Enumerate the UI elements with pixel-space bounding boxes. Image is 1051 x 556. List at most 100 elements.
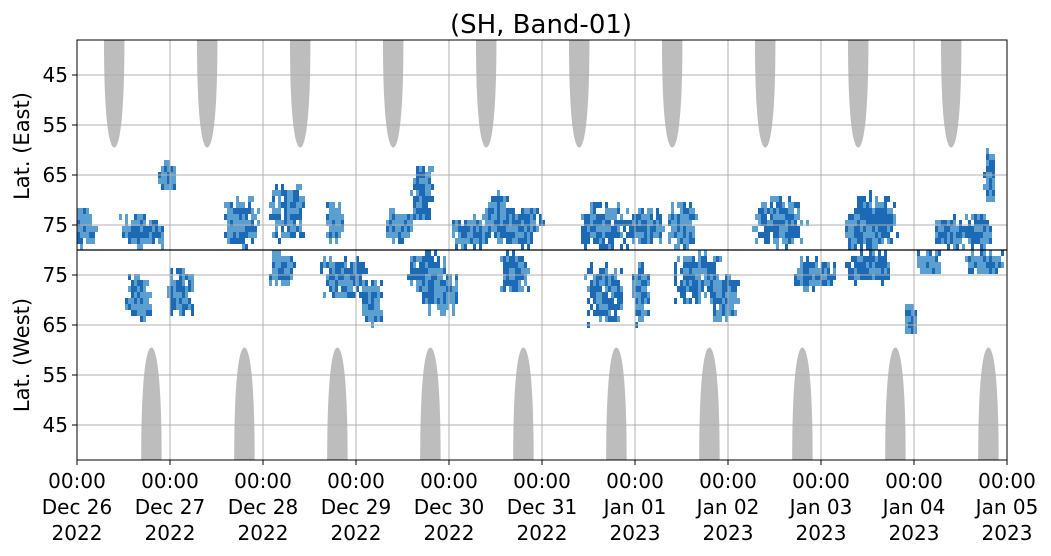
detection-cell	[713, 310, 716, 316]
detection-cell	[170, 310, 173, 316]
detection-cell	[245, 220, 248, 226]
detection-cell	[281, 274, 284, 280]
detection-cell	[506, 256, 509, 262]
detection-cell	[131, 220, 134, 226]
detection-cell	[356, 262, 359, 268]
detection-cell	[341, 220, 344, 226]
detection-cell	[509, 274, 512, 280]
detection-cell	[614, 280, 617, 286]
detection-cell	[152, 238, 155, 244]
detection-cell	[284, 256, 287, 262]
detection-cell	[416, 256, 419, 262]
detection-cell	[392, 208, 395, 214]
detection-cell	[86, 238, 89, 244]
detection-cell	[455, 244, 458, 250]
detection-cell	[335, 262, 338, 268]
detection-cell	[299, 202, 302, 208]
detection-cell	[494, 196, 497, 202]
detection-cell	[248, 196, 251, 202]
detection-cell	[674, 298, 677, 304]
detection-cell	[635, 226, 638, 232]
detection-cell	[488, 208, 491, 214]
detection-cell	[359, 268, 362, 274]
detection-cell	[332, 292, 335, 298]
detection-cell	[425, 268, 428, 274]
detection-cell	[659, 226, 662, 232]
detection-cell	[275, 256, 278, 262]
detection-cell	[176, 304, 179, 310]
detection-cell	[521, 226, 524, 232]
detection-cell	[287, 196, 290, 202]
detection-cell	[86, 232, 89, 238]
detection-cell	[605, 268, 608, 274]
detection-cell	[488, 220, 491, 226]
detection-cell	[299, 184, 302, 190]
detection-cell	[347, 286, 350, 292]
detection-cell	[191, 274, 194, 280]
detection-cell	[506, 226, 509, 232]
detection-cell	[278, 256, 281, 262]
detection-cell	[146, 232, 149, 238]
detection-cell	[302, 196, 305, 202]
detection-cell	[503, 214, 506, 220]
detection-cell	[434, 262, 437, 268]
detection-cell	[431, 196, 434, 202]
detection-cell	[734, 280, 737, 286]
detection-cell	[719, 316, 722, 322]
detection-cell	[92, 232, 95, 238]
detection-cell	[596, 214, 599, 220]
detection-cell	[170, 274, 173, 280]
detection-cell	[452, 298, 455, 304]
detection-cell	[590, 220, 593, 226]
detection-cell	[647, 238, 650, 244]
detection-cell	[344, 256, 347, 262]
detection-cell	[395, 220, 398, 226]
detection-cell	[335, 208, 338, 214]
detection-cell	[464, 226, 467, 232]
detection-cell	[284, 202, 287, 208]
detection-cell	[503, 196, 506, 202]
detection-cell	[425, 196, 428, 202]
detection-cell	[587, 226, 590, 232]
detection-cell	[641, 226, 644, 232]
detection-cell	[455, 286, 458, 292]
detection-cell	[686, 256, 689, 262]
detection-cell	[428, 178, 431, 184]
detection-cell	[326, 214, 329, 220]
detection-cell	[224, 214, 227, 220]
detection-cell	[698, 262, 701, 268]
detection-cell	[374, 316, 377, 322]
detection-cell	[422, 190, 425, 196]
detection-cell	[365, 316, 368, 322]
detection-cell	[641, 304, 644, 310]
detection-cell	[689, 298, 692, 304]
detection-cell	[161, 238, 164, 244]
detection-cell	[644, 292, 647, 298]
detection-cell	[692, 268, 695, 274]
detection-cell	[176, 280, 179, 286]
detection-cell	[494, 202, 497, 208]
detection-cell	[599, 310, 602, 316]
detection-cell	[404, 232, 407, 238]
detection-cell	[608, 310, 611, 316]
detection-cell	[134, 274, 137, 280]
detection-cell	[650, 208, 653, 214]
detection-cell	[338, 268, 341, 274]
detection-cell	[422, 208, 425, 214]
detection-cell	[674, 220, 677, 226]
detection-cell	[422, 286, 425, 292]
detection-cell	[284, 208, 287, 214]
detection-cell	[638, 274, 641, 280]
detection-cell	[464, 232, 467, 238]
detection-cell	[779, 232, 782, 238]
detection-cell	[293, 208, 296, 214]
detection-cell	[416, 280, 419, 286]
detection-cell	[470, 232, 473, 238]
detection-cell	[392, 214, 395, 220]
detection-cell	[611, 232, 614, 238]
detection-cell	[755, 214, 758, 220]
detection-cell	[659, 238, 662, 244]
detection-cell	[590, 208, 593, 214]
detection-cell	[605, 244, 608, 250]
detection-cell	[359, 274, 362, 280]
